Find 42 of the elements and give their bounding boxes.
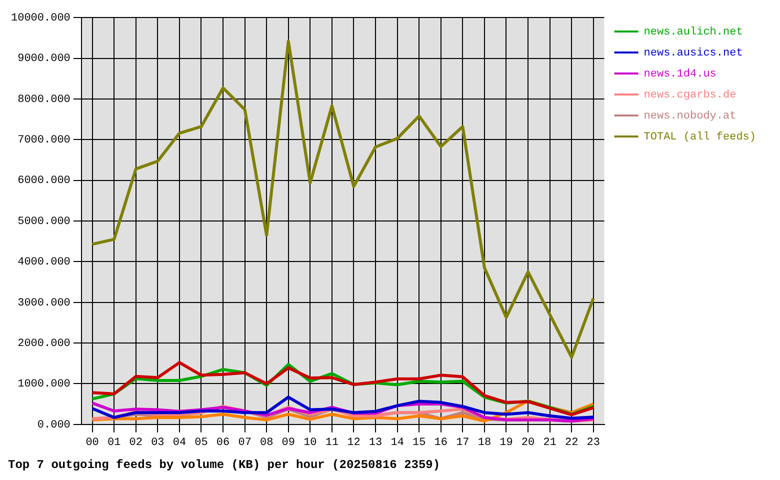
y-tick-label: 7000.000	[18, 134, 70, 147]
x-tick-label: 03	[151, 436, 164, 449]
x-tick-label: 10	[304, 436, 317, 449]
legend-label: news.ausics.net	[644, 47, 743, 60]
x-tick-label: 01	[107, 436, 122, 449]
y-tick-label: 8000.000	[18, 94, 70, 106]
x-tick-label: 19	[500, 436, 513, 449]
y-tick-label: 6000.000	[18, 175, 70, 188]
x-tick-label: 00	[86, 436, 99, 449]
legend-label: news.cgarbs.de	[644, 89, 736, 102]
legend-label: news.nobody.at	[644, 110, 736, 122]
x-tick-label: 23	[586, 436, 600, 449]
x-tick-label: 06	[216, 436, 230, 449]
legend-label: TOTAL (all feeds)	[644, 131, 756, 144]
legend-label: news.1d4.us	[644, 68, 716, 80]
x-tick-label: 16	[434, 436, 448, 449]
text: Top 7 outgoing feeds by volume (KB) per hour (20250816 2359)	[8, 458, 440, 472]
x-tick-label: 18	[478, 436, 492, 449]
x-tick-label: 07	[238, 436, 252, 449]
x-tick-label: 02	[129, 436, 142, 449]
y-tick-label: 2000.000	[18, 338, 70, 350]
x-tick-label: 14	[390, 436, 404, 449]
x-tick-label: 17	[456, 436, 470, 449]
y-tick-label: 0.000	[37, 419, 70, 432]
x-tick-label: 15	[412, 436, 426, 449]
x-tick-label: 21	[543, 436, 557, 449]
x-tick-label: 04	[172, 436, 186, 449]
x-tick-label: 12	[347, 436, 360, 449]
x-tick-label: 11	[325, 436, 339, 449]
y-tick-label: 1000.000	[18, 378, 70, 391]
y-tick-label: 3000.000	[18, 297, 70, 310]
x-tick-label: 13	[368, 436, 382, 449]
y-tick-label: 5000.000	[18, 216, 70, 228]
x-tick-label: 20	[521, 436, 535, 449]
y-tick-label: 4000.000	[18, 256, 70, 269]
x-tick-label: 08	[260, 436, 274, 449]
x-tick-label: 05	[194, 436, 208, 449]
x-tick-label: 09	[282, 436, 295, 449]
y-tick-label: 10000.000	[10, 12, 70, 25]
y-tick-label: 9000.000	[18, 53, 70, 66]
x-tick-label: 22	[565, 436, 578, 449]
legend-label: news.aulich.net	[644, 26, 743, 38]
